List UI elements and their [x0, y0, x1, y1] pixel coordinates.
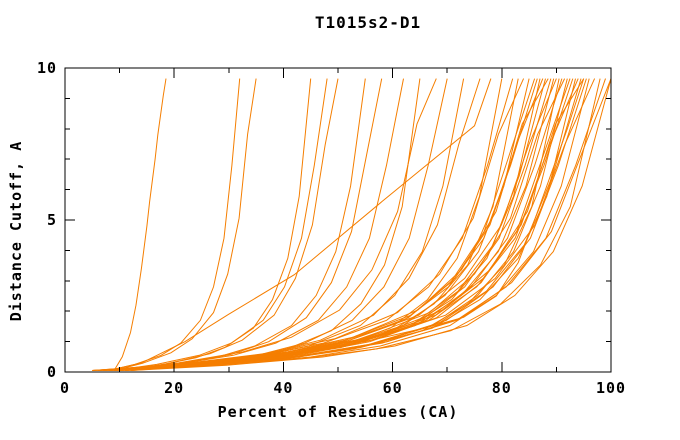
tick-label: 0	[60, 379, 70, 397]
tick-label: 10	[37, 59, 57, 77]
tick-label: 80	[492, 379, 512, 397]
x-axis-label: Percent of Residues (CA)	[217, 403, 459, 421]
curve	[125, 78, 421, 371]
curve	[113, 78, 167, 371]
y-axis-label: Distance Cutoff, A	[7, 140, 25, 322]
curve	[103, 78, 525, 371]
curve	[119, 78, 585, 371]
tick-label: 40	[273, 379, 293, 397]
curve	[97, 78, 557, 371]
curve	[114, 78, 549, 371]
curve	[108, 78, 563, 371]
curve	[119, 78, 312, 371]
curve	[130, 78, 383, 371]
curve	[114, 78, 437, 371]
curve	[113, 78, 257, 371]
curve	[119, 78, 366, 371]
tick-label: 0	[47, 363, 57, 381]
chart-title: T1015s2-D1	[314, 13, 422, 32]
curve	[108, 78, 492, 371]
curve	[92, 78, 514, 371]
curve	[114, 78, 536, 371]
curve	[130, 78, 612, 371]
curve	[97, 78, 541, 371]
curve	[92, 78, 555, 371]
curve	[103, 78, 601, 371]
curve	[108, 78, 546, 371]
tick-label: 20	[164, 379, 184, 397]
curve	[103, 78, 544, 371]
tick-label: 5	[47, 211, 57, 229]
curve	[125, 78, 339, 371]
tick-label: 60	[383, 379, 403, 397]
curve	[103, 78, 560, 371]
tick-label: 100	[596, 379, 626, 397]
curve	[108, 78, 241, 371]
curve	[119, 78, 404, 371]
curve	[97, 78, 596, 371]
curve	[114, 78, 328, 371]
